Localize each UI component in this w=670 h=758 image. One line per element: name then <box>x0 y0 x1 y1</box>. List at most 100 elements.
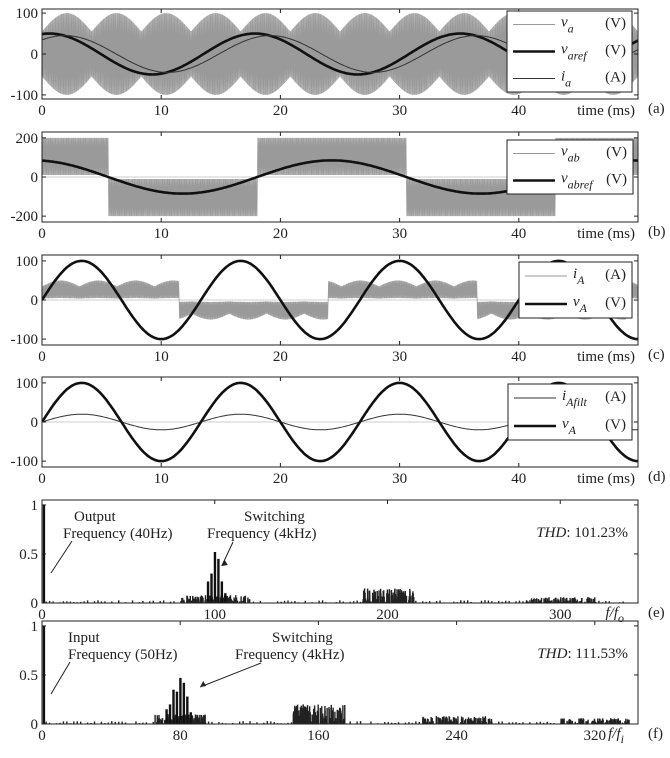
noise-bar <box>581 598 583 603</box>
noise-bar <box>608 721 611 724</box>
noise-bar <box>488 718 491 724</box>
noise-bar <box>485 721 487 724</box>
noise-bar <box>404 594 406 603</box>
noise-bar <box>248 599 251 603</box>
noise-bar <box>619 722 621 724</box>
noise-bar <box>508 600 510 603</box>
noise-bar <box>86 600 89 603</box>
plot-area <box>42 625 630 724</box>
noise-bar <box>48 722 51 724</box>
noise-bar <box>531 599 534 603</box>
annotation-arrow <box>221 541 234 567</box>
panel-label: (e) <box>648 605 665 621</box>
y-tick-label: 100 <box>16 376 39 392</box>
annotation-text: Frequency (4kHz) <box>207 526 317 542</box>
noise-bar <box>195 601 198 603</box>
noise-bar <box>578 718 580 724</box>
noise-bar <box>562 597 565 603</box>
noise-bar <box>390 722 393 724</box>
noise-bar <box>180 601 182 603</box>
noise-bar <box>579 720 581 724</box>
noise-bar <box>303 716 305 724</box>
noise-bar <box>626 719 629 724</box>
panel-label: (f) <box>648 726 663 742</box>
noise-bar <box>356 600 358 603</box>
noise-bar <box>612 719 614 724</box>
noise-bar <box>425 601 427 603</box>
noise-bar <box>356 721 358 724</box>
noise-bar <box>362 590 365 603</box>
noise-bar <box>76 721 78 724</box>
y-tick-label: 0 <box>31 717 39 733</box>
noise-bar <box>178 716 180 724</box>
noise-bar <box>233 597 235 603</box>
noise-bar <box>467 718 469 724</box>
noise-bar <box>480 722 483 724</box>
noise-bar <box>569 600 572 603</box>
noise-bar <box>359 601 362 603</box>
noise-bar <box>202 597 204 603</box>
noise-bar <box>399 601 402 603</box>
noise-bar <box>318 600 320 603</box>
noise-bar <box>402 591 404 603</box>
noise-bar <box>384 601 386 603</box>
noise-bar <box>374 591 377 603</box>
noise-bar <box>202 719 204 724</box>
legend-unit: (V) <box>605 43 626 59</box>
y-tick-label: -100 <box>11 332 39 348</box>
panel-label: (c) <box>648 347 665 363</box>
noise-bar <box>152 600 154 603</box>
y-tick-label: 0.5 <box>19 547 38 563</box>
noise-bar <box>195 720 197 724</box>
x-tick-label: 20 <box>273 349 288 365</box>
noise-bar <box>266 721 268 724</box>
noise-bar <box>190 600 192 603</box>
y-tick-label: 0 <box>31 293 39 309</box>
annotation-text: Output <box>74 509 117 525</box>
noise-bar <box>131 600 134 603</box>
noise-bar <box>243 597 245 603</box>
annotation-text: Switching <box>272 630 333 646</box>
noise-bar <box>587 598 590 603</box>
noise-bar <box>367 598 369 603</box>
noise-bar <box>575 600 577 603</box>
noise-bar <box>515 722 517 724</box>
noise-bar <box>563 721 565 724</box>
noise-bar <box>80 721 82 724</box>
noise-bar <box>156 718 159 724</box>
noise-bar <box>317 704 319 724</box>
noise-bar <box>342 601 344 603</box>
noise-bar <box>463 722 465 724</box>
plot-area <box>42 504 628 603</box>
noise-bar <box>159 600 161 603</box>
noise-bar <box>342 705 344 724</box>
noise-bar <box>86 722 89 724</box>
noise-bar <box>329 717 331 724</box>
noise-bar <box>473 716 476 724</box>
noise-bar <box>376 596 379 603</box>
panel-label: (d) <box>648 469 666 485</box>
noise-bar <box>370 721 372 724</box>
noise-bar <box>311 714 313 724</box>
noise-bar <box>616 719 618 724</box>
noise-bar <box>304 600 306 603</box>
noise-bar <box>594 601 597 603</box>
noise-bar <box>468 718 470 724</box>
noise-bar <box>142 601 144 603</box>
noise-bar <box>183 599 185 603</box>
noise-bar <box>592 721 595 724</box>
noise-bar <box>197 722 199 724</box>
thd-text: THD: 111.53% <box>537 646 628 662</box>
noise-bar <box>259 600 262 603</box>
noise-bar <box>256 722 258 724</box>
noise-bar <box>169 601 172 603</box>
noise-bar <box>448 716 451 724</box>
noise-bar <box>562 597 564 603</box>
panel-label: (b) <box>648 224 666 240</box>
noise-bar <box>242 721 244 724</box>
noise-bar <box>423 718 426 724</box>
x-tick-label: 20 <box>273 226 288 242</box>
noise-bar <box>111 601 113 603</box>
